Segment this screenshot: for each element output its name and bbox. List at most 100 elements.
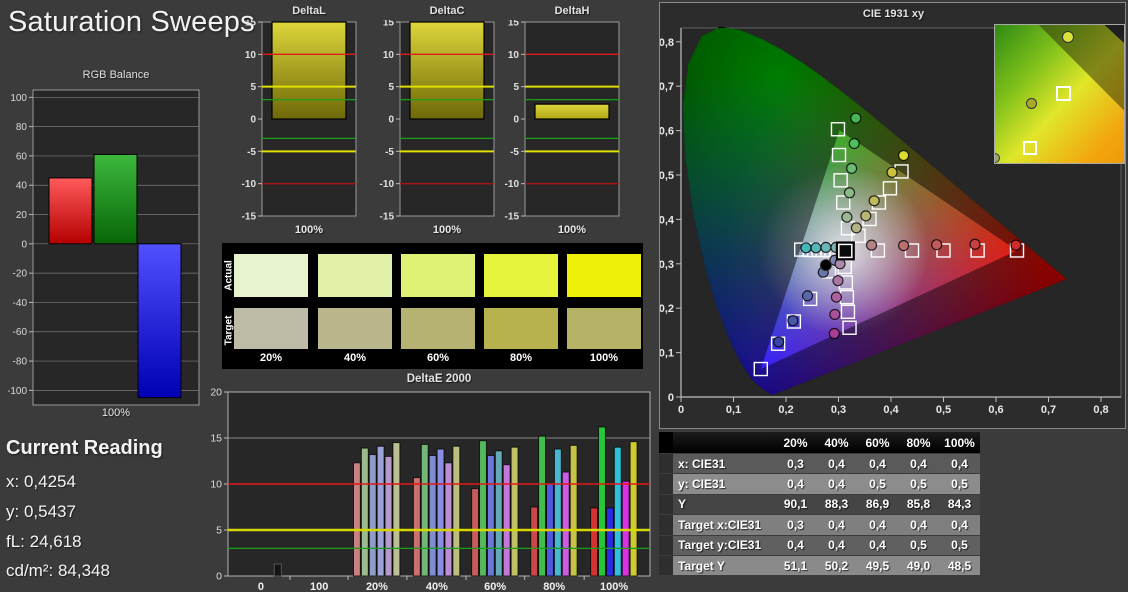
inset-measured-circle-edge (995, 153, 1000, 163)
table-cell: 49,0 (906, 558, 931, 573)
svg-text:40%: 40% (426, 581, 448, 592)
svg-text:10: 10 (508, 50, 520, 61)
table-cell: 50,2 (824, 558, 849, 573)
table-cell: 0,4 (787, 477, 804, 492)
svg-text:5: 5 (513, 82, 519, 93)
table-header-col: 60% (865, 435, 890, 450)
swatch-percent-label: 60% (426, 352, 450, 364)
table-row-x-cie31[interactable]: x: CIE31 0,3 0,4 0,4 0,4 0,4 (659, 454, 980, 474)
svg-text:0,3: 0,3 (831, 404, 846, 416)
delta-h-title: DeltaH (554, 5, 590, 17)
rgb-balance-xlabel: 100% (101, 407, 131, 419)
inset-target-square-80 (1023, 140, 1038, 155)
table-cell: 90,1 (783, 497, 808, 512)
svg-text:0,4: 0,4 (660, 214, 675, 226)
svg-text:0: 0 (21, 239, 27, 250)
delta-e-plot: 0 5 10 15 20 0 100 20% 40% 60% 80% 100% (210, 387, 651, 592)
delta-c-title: DeltaC (429, 5, 465, 17)
svg-text:5: 5 (388, 82, 394, 93)
svg-text:0,7: 0,7 (660, 81, 674, 93)
table-cell: 0,4 (828, 477, 845, 492)
table-cell: 0,3 (787, 517, 804, 532)
table-cell: 0,4 (828, 456, 845, 471)
current-reading-panel: Current Reading x: 0,4254 y: 0,5437 fL: … (6, 437, 221, 581)
svg-text:10: 10 (210, 479, 222, 491)
table-cell: 0,5 (951, 538, 968, 553)
svg-text:-100: -100 (8, 386, 27, 397)
rgb-balance-plot: 100 80 60 40 20 0 -20 -40 -60 -80 -100 (8, 89, 200, 406)
target-row-label: Target (223, 315, 235, 346)
swatch-percent-label: 100% (589, 352, 619, 364)
table-header-col: 80% (906, 435, 931, 450)
svg-text:0,2: 0,2 (660, 303, 674, 315)
svg-text:60: 60 (16, 151, 28, 162)
table-row-label: Target x:CIE31 (678, 517, 762, 532)
swatch-percent-label: 80% (509, 352, 533, 364)
table-header-col: 40% (824, 435, 849, 450)
svg-text:5: 5 (216, 525, 222, 537)
svg-text:0,5: 0,5 (660, 170, 674, 182)
table-cell: 0,4 (828, 538, 845, 553)
table-cell: 0,4 (951, 517, 968, 532)
svg-text:60%: 60% (484, 581, 506, 592)
svg-text:0,1: 0,1 (660, 348, 674, 360)
table-row-label: x: CIE31 (678, 456, 726, 471)
table-row-chip (659, 535, 673, 555)
target-swatch-100% (567, 308, 641, 349)
delta-l-title: DeltaL (292, 5, 326, 17)
target-swatch-80% (484, 308, 558, 349)
svg-text:0: 0 (258, 581, 264, 592)
table-row-target-y-cie31[interactable]: Target y:CIE31 0,4 0,4 0,4 0,5 0,5 (659, 535, 980, 555)
saturation-swatch-panel[interactable]: Actual Target 20% 40% 60% 80% 100% (222, 243, 643, 369)
current-reading-heading: Current Reading (6, 437, 163, 459)
svg-text:20: 20 (16, 210, 28, 221)
table-header-col: 20% (783, 435, 808, 450)
delta-h-plot: 15 10 5 0 -5 -10 -15 (505, 20, 620, 222)
svg-text:80: 80 (16, 122, 28, 133)
svg-text:15: 15 (383, 20, 395, 29)
table-cell: 0,5 (910, 477, 927, 492)
svg-text:15: 15 (508, 20, 520, 29)
cie-1931-chart[interactable]: CIE 1931 xy 0 0,1 0,2 0,3 0,4 0,5 0,6 0,7 0,8 0 0,… (659, 2, 1126, 429)
svg-text:0,8: 0,8 (1093, 404, 1108, 416)
table-cell: 0,4 (910, 456, 927, 471)
svg-text:0,7: 0,7 (1041, 404, 1056, 416)
table-cell: 48,5 (947, 558, 972, 573)
actual-swatch-80% (484, 254, 558, 297)
table-row-chip (659, 494, 673, 515)
svg-text:-15: -15 (380, 212, 395, 223)
swatch-percent-label: 20% (259, 352, 283, 364)
table-cell: 0,4 (951, 456, 968, 471)
table-cell: 0,4 (787, 538, 804, 553)
table-cell: 88,3 (824, 497, 849, 512)
table-row-target-y[interactable]: Target Y 51,1 50,2 49,5 49,0 48,5 (659, 556, 980, 576)
table-row-target-x-cie31[interactable]: Target x:CIE31 0,3 0,4 0,4 0,4 0,4 (659, 515, 980, 535)
table-cell: 0,4 (869, 517, 886, 532)
svg-text:0: 0 (250, 115, 256, 126)
svg-text:20%: 20% (366, 581, 388, 592)
delta-c-plot: 15 10 5 0 -5 -10 -15 (380, 20, 495, 223)
svg-text:80%: 80% (543, 581, 565, 592)
svg-text:15: 15 (245, 20, 257, 29)
delta-c-xlabel: 100% (432, 224, 462, 236)
table-header-col: 100% (944, 435, 975, 450)
svg-text:-5: -5 (247, 147, 256, 158)
swatch-percent-label: 40% (343, 352, 367, 364)
table-cell: 86,9 (865, 497, 890, 512)
svg-text:0,3: 0,3 (660, 259, 674, 271)
svg-text:-80: -80 (13, 357, 28, 368)
table-legend-chip (659, 432, 673, 453)
measurement-table[interactable]: 20% 40% 60% 80% 100% x: CIE31 0,3 0,4 0,4 0,4 0,4 y… (659, 432, 980, 578)
table-row-label: Y (678, 497, 687, 512)
table-cell: 0,5 (869, 477, 886, 492)
svg-text:-20: -20 (13, 269, 28, 280)
table-row-y[interactable]: Y 90,1 88,3 86,9 85,8 84,3 (659, 494, 980, 515)
cie-zoom-inset[interactable] (994, 24, 1125, 164)
svg-text:40: 40 (16, 181, 28, 192)
table-cell: 0,4 (869, 538, 886, 553)
table-cell: 0,4 (828, 517, 845, 532)
svg-text:0,1: 0,1 (726, 404, 741, 416)
table-row-y-cie31[interactable]: y: CIE31 0,4 0,4 0,5 0,5 0,5 (659, 474, 980, 494)
target-swatch-20% (234, 308, 308, 349)
delta-l-plot: 15 10 5 0 -5 -10 -15 (242, 20, 357, 222)
